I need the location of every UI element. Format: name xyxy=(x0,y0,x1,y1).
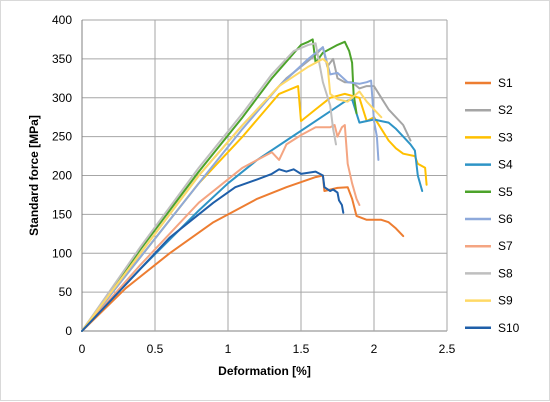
grid xyxy=(81,19,448,332)
y-tick-label: 300 xyxy=(52,91,72,105)
legend-label: S10 xyxy=(498,321,520,335)
legend-label: S7 xyxy=(498,239,513,253)
x-tick-label: 0.5 xyxy=(147,342,164,356)
legend-label: S1 xyxy=(498,76,513,90)
y-axis-title: Standard force [MPa] xyxy=(27,115,41,236)
series-line-s7 xyxy=(81,124,361,332)
y-tick-label: 50 xyxy=(59,285,73,299)
x-tick-label: 1.5 xyxy=(293,342,310,356)
y-tick-labels: 0 50 100 150 200 250 300 350 400 xyxy=(52,13,72,338)
series-line-s10 xyxy=(81,168,345,332)
legend-label: S8 xyxy=(498,266,513,280)
x-tick-label: 0 xyxy=(79,342,86,356)
y-tick-label: 250 xyxy=(52,130,72,144)
legend-label: S6 xyxy=(498,212,513,226)
legend: S1 S2 S3 S4 S5 S6 S7 S8 S9 S10 xyxy=(465,76,520,335)
x-tick-label: 1 xyxy=(225,342,232,356)
series-line-s4 xyxy=(81,98,424,332)
series-line-s8 xyxy=(81,42,337,332)
x-tick-label: 2.5 xyxy=(439,342,456,356)
series-line-s2 xyxy=(81,46,412,332)
y-tick-label: 400 xyxy=(52,13,72,27)
y-tick-label: 100 xyxy=(52,246,72,260)
y-tick-label: 0 xyxy=(65,324,72,338)
x-tick-label: 2 xyxy=(371,342,378,356)
series-lines xyxy=(81,38,428,332)
legend-label: S4 xyxy=(498,158,513,172)
y-tick-label: 150 xyxy=(52,207,72,221)
series-line-s5 xyxy=(81,38,358,332)
series-line-s6 xyxy=(81,46,380,332)
legend-label: S2 xyxy=(498,103,513,117)
x-tick-labels: 0 0.5 1 1.5 2 2.5 xyxy=(79,342,456,356)
series-line-s9 xyxy=(81,57,383,332)
series-line-s3 xyxy=(81,85,428,332)
legend-label: S5 xyxy=(498,185,513,199)
legend-label: S3 xyxy=(498,130,513,144)
x-axis-title: Deformation [%] xyxy=(218,364,311,378)
y-tick-label: 350 xyxy=(52,52,72,66)
series-line-s1 xyxy=(81,174,405,332)
y-tick-label: 200 xyxy=(52,169,72,183)
legend-label: S9 xyxy=(498,294,513,308)
